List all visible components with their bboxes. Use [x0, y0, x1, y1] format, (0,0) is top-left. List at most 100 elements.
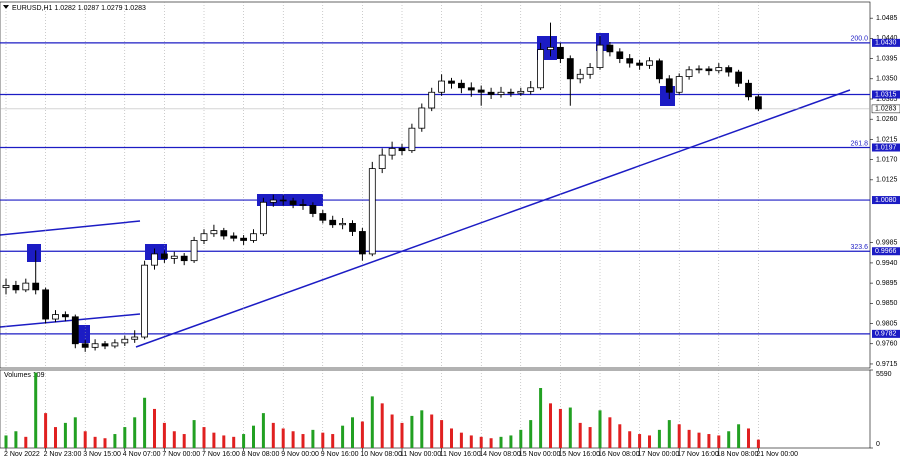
x-tick-label: 14 Nov 08:00: [479, 451, 521, 458]
level-label-box: [872, 90, 900, 99]
candle-body: [358, 231, 366, 255]
level-label-box: [872, 38, 900, 47]
y-tick-label: 0.9805: [876, 320, 898, 327]
candle-body: [319, 213, 327, 221]
candle-body: [715, 67, 723, 72]
x-tick-label: 16 Nov 08:00: [598, 451, 640, 458]
candle-body: [71, 316, 79, 345]
candle-body: [220, 230, 228, 237]
level-label-box: [872, 247, 900, 256]
current-price-label: 1.0283: [875, 106, 897, 113]
candle-body: [497, 91, 505, 95]
current-price-box: [871, 104, 900, 114]
candle-body: [299, 204, 307, 206]
x-tick-label: 11 Nov 00:00: [400, 451, 441, 458]
x-tick-label: 4 Nov 07:00: [123, 451, 161, 458]
level-label-box: [872, 329, 900, 338]
candle-body: [695, 68, 703, 71]
candle-body: [111, 342, 119, 347]
candle-body: [52, 314, 59, 320]
candle-body: [2, 284, 10, 289]
candle-body: [566, 58, 574, 80]
candle-body: [91, 343, 99, 348]
candle-body: [537, 49, 544, 89]
candle-body: [675, 76, 683, 93]
candle-body: [289, 200, 297, 205]
candle-body: [22, 282, 30, 291]
y-tick-label: 1.0395: [876, 55, 898, 62]
level-label: 1.0197: [875, 144, 897, 151]
candle-body: [616, 51, 624, 59]
x-tick-label: 3 Nov 15:00: [83, 451, 121, 458]
y-tick-label: 0.9850: [876, 300, 898, 307]
y-tick-label: 1.0125: [876, 177, 898, 184]
y-tick-label: 1.0170: [876, 156, 898, 163]
candle-body: [646, 60, 653, 66]
x-tick-label: 9 Nov 16:00: [321, 451, 359, 458]
candle-body: [32, 282, 40, 291]
candle-body: [467, 87, 475, 91]
candle-body: [596, 44, 604, 68]
trend-line: [135, 89, 851, 348]
x-tick-label: 8 Nov 08:00: [242, 451, 280, 458]
y-tick-label: 0.9985: [876, 240, 898, 247]
candle-body: [131, 336, 139, 340]
x-tick-label: 17 Nov 00:00: [638, 451, 680, 458]
marker-box: [27, 244, 41, 262]
y-tick-label: 1.0260: [876, 116, 898, 123]
candle-body: [626, 58, 634, 64]
candle-body: [438, 80, 446, 93]
candle-body: [487, 91, 495, 95]
candle-body: [378, 154, 386, 170]
x-tick-label: 11 Nov 16:00: [440, 451, 481, 458]
candle-body: [527, 87, 535, 92]
title-arrow: [3, 5, 9, 9]
candle-body: [339, 222, 347, 226]
channel-line: [0, 313, 141, 328]
y-tick-label: 1.0485: [876, 15, 898, 22]
candle-body: [586, 67, 594, 75]
y-tick-label: 0.9715: [876, 361, 898, 368]
x-tick-label: 15 Nov 16:00: [558, 451, 600, 458]
candle-body: [349, 222, 356, 232]
level-label: 0.9966: [875, 248, 897, 255]
candle-body: [230, 235, 238, 239]
y-tick-label: 1.0440: [876, 35, 898, 42]
volume-label: Volumes 109: [4, 372, 45, 379]
candle-body: [180, 255, 188, 262]
candle-body: [368, 168, 376, 255]
candle-body: [101, 343, 109, 347]
candle-body: [636, 62, 643, 66]
x-tick-label: 15 Nov 00:00: [519, 451, 561, 458]
channel-line: [0, 220, 141, 236]
candle-body: [428, 91, 436, 109]
candle-body: [547, 46, 554, 51]
y-tick-label: 0.9940: [876, 260, 898, 267]
x-tick-label: 21 Nov 00:00: [756, 451, 798, 458]
x-tick-label: 10 Nov 08:00: [360, 451, 402, 458]
candle-body: [517, 90, 525, 94]
y-tick-label: 1.0305: [876, 96, 898, 103]
level-tag: 200.0: [850, 36, 868, 43]
level-tag: 261.8: [850, 140, 868, 147]
volume-tick-label: 0: [876, 441, 880, 448]
chart-title: EURUSD,H1 1.0282 1.0287 1.0279 1.0283: [12, 5, 146, 12]
x-tick-label: 17 Nov 16:00: [677, 451, 719, 458]
candle-body: [200, 233, 208, 241]
candle-body: [656, 60, 663, 80]
candle-body: [240, 237, 248, 241]
candle-body: [12, 284, 20, 291]
y-tick-label: 1.0215: [876, 136, 898, 143]
candle-body: [81, 343, 89, 348]
candle-body: [755, 96, 762, 110]
x-tick-label: 2 Nov 2022: [4, 451, 40, 458]
candle-body: [160, 253, 168, 259]
candle-body: [735, 71, 742, 84]
y-tick-label: 1.0350: [876, 76, 898, 83]
candle-body: [448, 80, 455, 84]
candle-body: [42, 289, 49, 320]
x-tick-label: 9 Nov 00:00: [281, 451, 319, 458]
candle-body: [62, 314, 69, 318]
candle-body: [705, 68, 713, 72]
